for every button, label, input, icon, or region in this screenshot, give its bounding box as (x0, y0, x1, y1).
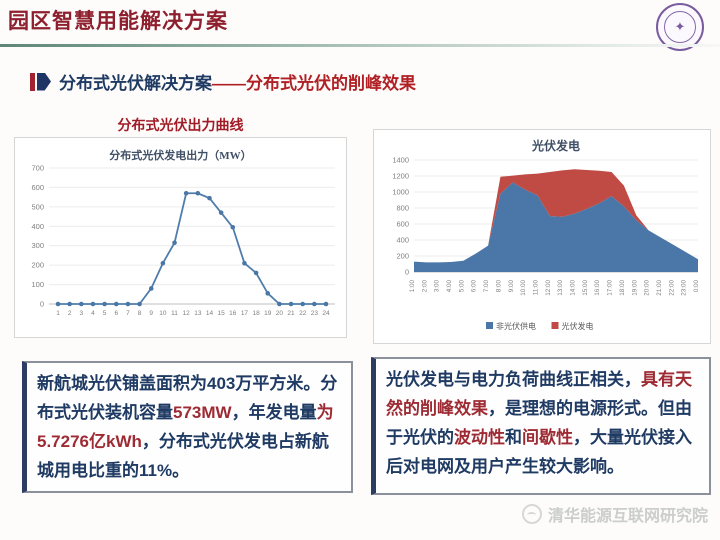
svg-text:500: 500 (31, 202, 44, 211)
svg-text:22:00: 22:00 (668, 280, 675, 296)
svg-text:13: 13 (194, 310, 202, 317)
svg-text:4:00: 4:00 (446, 280, 453, 293)
institute-name: 清华能源互联网研究院 (547, 508, 708, 525)
left-info-box: 新航城光伏铺盖面积为403万平方米。分布式光伏装机容量573MW，年发电量为5.… (22, 361, 353, 493)
svg-text:分布式光伏发电出力（MW）: 分布式光伏发电出力（MW） (109, 148, 251, 162)
svg-text:0: 0 (405, 268, 409, 277)
svg-text:15:00: 15:00 (582, 280, 589, 296)
svg-text:24: 24 (322, 310, 330, 317)
svg-text:7:00: 7:00 (483, 280, 490, 293)
page-title: 园区智慧用能解决方案 (8, 10, 228, 33)
svg-text:14: 14 (206, 310, 214, 317)
subtitle-bullet-icon (30, 72, 51, 91)
svg-text:300: 300 (31, 241, 44, 250)
svg-text:5:00: 5:00 (458, 280, 465, 293)
svg-text:18:00: 18:00 (619, 280, 626, 296)
svg-text:1:00: 1:00 (409, 280, 416, 293)
svg-text:22: 22 (299, 310, 307, 317)
svg-text:13:00: 13:00 (557, 280, 564, 296)
svg-text:光伏发电: 光伏发电 (562, 321, 594, 331)
svg-text:9: 9 (149, 310, 153, 317)
svg-text:2: 2 (68, 310, 72, 317)
subtitle-text: 分布式光伏解决方案——分布式光伏的削峰效果 (59, 74, 416, 93)
svg-text:6:00: 6:00 (471, 280, 478, 293)
svg-text:1: 1 (56, 310, 60, 317)
pv-output-line-chart: 分布式光伏发电出力（MW） 0 100 200 300 400 500 600 700 1 2 3 4 5… (14, 137, 347, 338)
svg-text:400: 400 (396, 236, 409, 245)
svg-text:14:00: 14:00 (570, 280, 577, 296)
svg-text:16: 16 (229, 310, 237, 317)
svg-text:12:00: 12:00 (545, 280, 552, 296)
svg-text:9:00: 9:00 (508, 280, 515, 293)
svg-text:11:00: 11:00 (532, 280, 539, 296)
svg-text:0: 0 (40, 300, 44, 309)
svg-text:600: 600 (396, 220, 409, 229)
svg-text:200: 200 (396, 252, 409, 261)
svg-text:3: 3 (79, 310, 83, 317)
svg-text:20: 20 (276, 310, 284, 317)
svg-text:7: 7 (126, 310, 130, 317)
svg-text:21:00: 21:00 (656, 280, 663, 296)
right-info-box: 光伏发电与电力负荷曲线正相关，具有天然的削峰效果，是理想的电源形式。但由于光伏的… (371, 357, 711, 495)
svg-text:21: 21 (287, 310, 295, 317)
left-chart-heading: 分布式光伏出力曲线 (117, 117, 244, 133)
svg-text:600: 600 (31, 183, 44, 192)
svg-text:16:00: 16:00 (594, 280, 601, 296)
svg-text:10:00: 10:00 (520, 280, 527, 296)
footer-watermark: 清华能源互联网研究院 (521, 502, 708, 526)
svg-text:2:00: 2:00 (421, 280, 428, 293)
svg-text:18: 18 (252, 310, 260, 317)
svg-text:1000: 1000 (392, 188, 409, 197)
pv-generation-area-chart: 光伏发电 0 200 400 600 800 1000 1200 1400 1:00 2:00 3:0… (373, 129, 711, 344)
svg-text:3:00: 3:00 (434, 280, 441, 293)
svg-text:10: 10 (159, 310, 167, 317)
header-divider (0, 44, 720, 47)
svg-text:8: 8 (138, 310, 142, 317)
svg-text:非光伏供电: 非光伏供电 (496, 321, 536, 331)
institute-logo-icon (521, 504, 542, 524)
svg-text:0:00: 0:00 (693, 280, 700, 293)
svg-text:1400: 1400 (392, 156, 409, 165)
svg-text:19: 19 (264, 310, 272, 317)
svg-text:100: 100 (31, 280, 44, 289)
svg-text:15: 15 (218, 310, 226, 317)
university-seal-icon: ✦ (656, 3, 704, 51)
svg-text:20:00: 20:00 (644, 280, 651, 296)
svg-text:23: 23 (311, 310, 319, 317)
svg-text:5: 5 (103, 310, 107, 317)
svg-text:12: 12 (183, 310, 191, 317)
svg-text:4: 4 (91, 310, 95, 317)
svg-text:19:00: 19:00 (631, 280, 638, 296)
svg-text:800: 800 (396, 204, 409, 213)
section-subtitle: 分布式光伏解决方案——分布式光伏的削峰效果 (30, 69, 416, 94)
svg-text:6: 6 (114, 310, 118, 317)
university-seal-inner-icon: ✦ (664, 11, 696, 43)
svg-text:23:00: 23:00 (681, 280, 688, 296)
svg-text:1200: 1200 (392, 172, 409, 181)
svg-text:17: 17 (241, 310, 249, 317)
svg-text:700: 700 (31, 164, 44, 173)
svg-text:光伏发电: 光伏发电 (531, 138, 580, 153)
svg-text:8:00: 8:00 (495, 280, 502, 293)
svg-text:17:00: 17:00 (607, 280, 614, 296)
svg-text:200: 200 (31, 261, 44, 270)
svg-text:400: 400 (31, 222, 44, 231)
svg-text:11: 11 (171, 310, 178, 317)
